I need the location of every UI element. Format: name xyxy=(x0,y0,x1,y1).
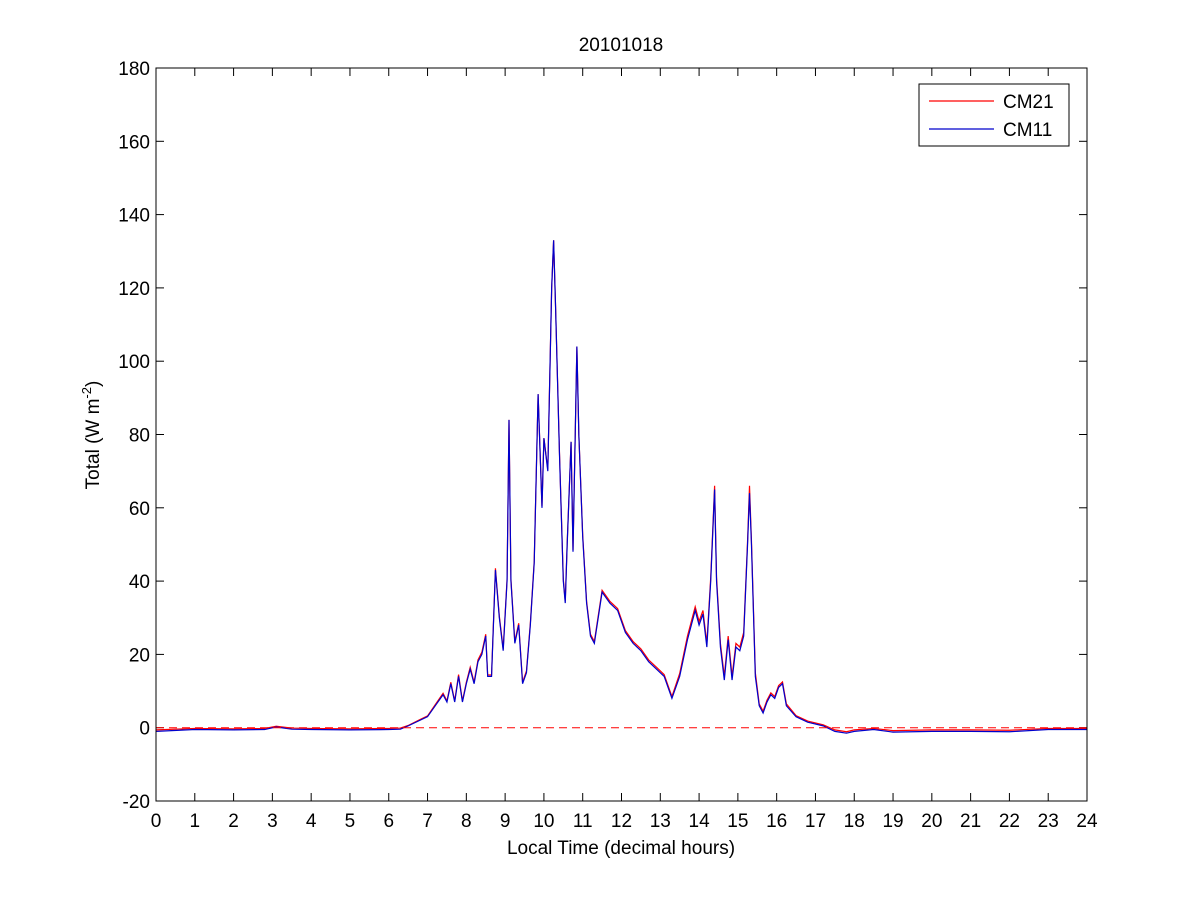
x-tick-label: 21 xyxy=(960,811,981,832)
y-tick-label: 60 xyxy=(129,499,150,520)
y-tick-label: 140 xyxy=(118,206,150,227)
y-tick-label: 120 xyxy=(118,279,150,300)
x-tick-label: 13 xyxy=(650,811,671,832)
x-tick-label: 12 xyxy=(611,811,632,832)
x-tick-label: 1 xyxy=(190,811,201,832)
x-tick-label: 19 xyxy=(882,811,903,832)
y-label-text: Total (W m xyxy=(83,399,104,490)
x-tick-label: 11 xyxy=(573,811,593,832)
x-tick-label: 4 xyxy=(306,811,317,832)
y-tick-label: 160 xyxy=(118,132,150,153)
y-tick-label: 180 xyxy=(118,59,150,80)
x-tick-label: 9 xyxy=(500,811,511,832)
y-tick-label: 20 xyxy=(129,645,150,666)
y-label-text: ) xyxy=(83,381,104,387)
x-tick-label: 8 xyxy=(461,811,472,832)
y-label-superscript: -2 xyxy=(79,387,94,399)
x-tick-label: 16 xyxy=(766,811,787,832)
legend-label: CM21 xyxy=(1003,92,1054,113)
x-tick-label: 18 xyxy=(844,811,865,832)
y-tick-label: 100 xyxy=(118,352,150,373)
x-tick-label: 20 xyxy=(921,811,942,832)
chart-title: 20101018 xyxy=(579,35,664,56)
axes-box xyxy=(155,67,1088,802)
x-tick-label: 17 xyxy=(805,811,826,832)
y-tick-label: 80 xyxy=(129,426,150,447)
x-tick-label: 10 xyxy=(533,811,554,832)
x-tick-label: 14 xyxy=(689,811,711,832)
x-tick-label: 15 xyxy=(727,811,748,832)
x-tick-label: 3 xyxy=(267,811,278,832)
x-tick-label: 2 xyxy=(228,811,239,832)
y-tick-label: -20 xyxy=(123,792,150,813)
x-tick-label: 24 xyxy=(1076,811,1098,832)
legend-box xyxy=(918,83,1070,147)
y-axis-label: Total (W m-2) xyxy=(79,381,104,490)
y-tick-label: 40 xyxy=(129,572,150,593)
x-tick-label: 6 xyxy=(383,811,394,832)
x-tick-label: 7 xyxy=(422,811,433,832)
x-tick-label: 0 xyxy=(151,811,162,832)
y-tick-label: 0 xyxy=(139,719,150,740)
x-tick-label: 22 xyxy=(999,811,1020,832)
x-axis-label: Local Time (decimal hours) xyxy=(507,838,735,859)
legend-label: CM11 xyxy=(1003,120,1052,141)
x-tick-label: 23 xyxy=(1038,811,1059,832)
series-line xyxy=(156,240,1087,734)
x-tick-label: 5 xyxy=(345,811,356,832)
